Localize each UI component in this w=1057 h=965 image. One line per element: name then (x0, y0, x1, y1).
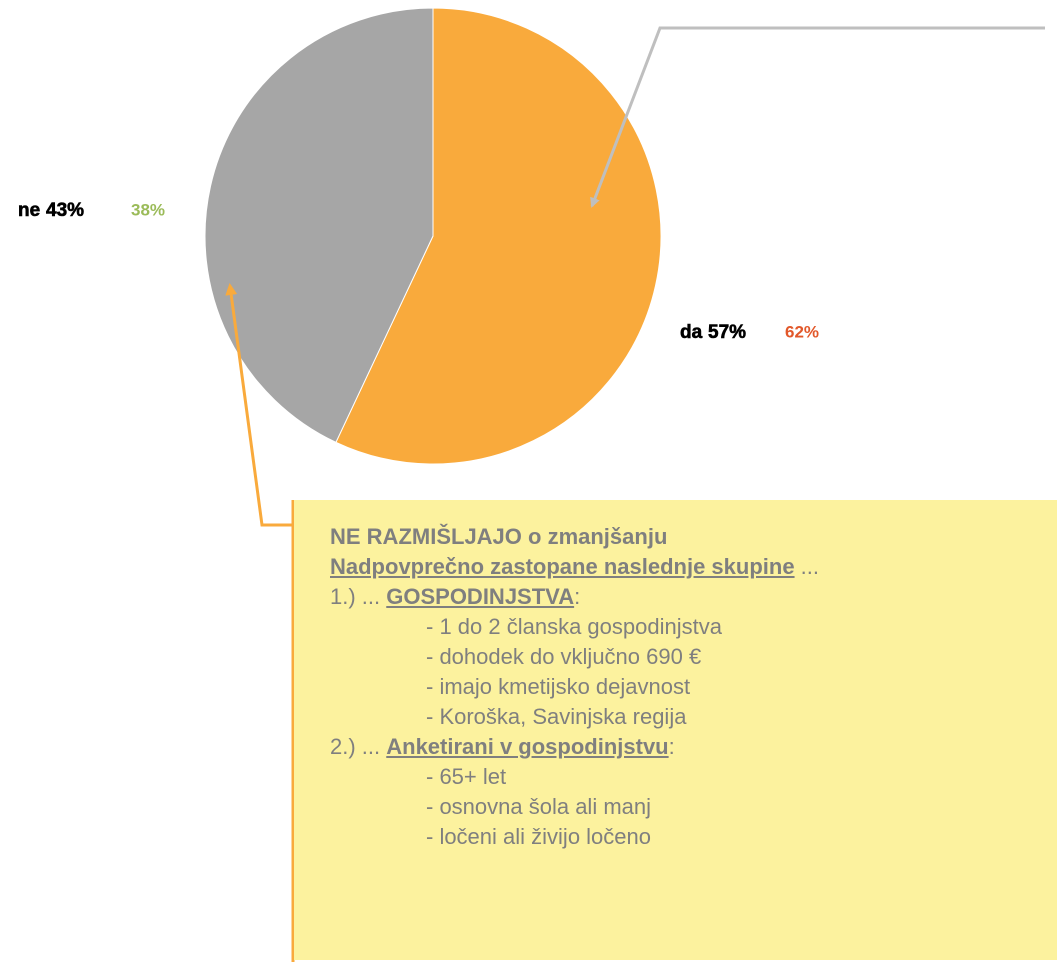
slice-value: 43% (46, 200, 84, 221)
group-item: - imajo kmetijsko dejavnost (426, 674, 691, 699)
group-suffix: : (574, 584, 581, 609)
group-heading: 1.) ... GOSPODINJSTVA: (330, 582, 1057, 612)
callout-title: NE RAZMIŠLJAJO o zmanjšanju (330, 524, 668, 549)
group-heading: 2.) ... Anketirani v gospodinjstvu: (330, 732, 1057, 762)
callout-subtitle: ... (794, 554, 820, 579)
compare-value: 62% (785, 322, 819, 341)
callout-arrow (225, 283, 293, 527)
group-prefix: 1.) ... (330, 584, 387, 609)
slice-category: ne (18, 200, 40, 221)
callout-groups: 1.) ... GOSPODINJSTVA: - 1 do 2 članska g… (330, 582, 1057, 852)
compare-value: 38% (131, 200, 165, 219)
callout-subtitle: Nadpovprečno zastopane naslednje skupine (330, 554, 795, 579)
group-item: - Koroška, Savinjska regija (426, 704, 687, 729)
group-prefix: 2.) ... (330, 734, 387, 759)
group-item: - osnovna šola ali manj (426, 794, 652, 819)
callout-arrow (590, 26, 1045, 208)
group-suffix: : (668, 734, 675, 759)
group-item: - 65+ let (426, 764, 507, 789)
group-item: - 1 do 2 članska gospodinjstva (426, 614, 722, 639)
group-name: Anketirani v gospodinjstvu (386, 734, 669, 759)
group-item: - dohodek do vključno 690 € (426, 644, 702, 669)
group-name: GOSPODINJSTVA (386, 584, 575, 609)
slice-category: da (680, 322, 703, 343)
slice-value: 57% (708, 322, 746, 343)
pie-slice (335, 7, 662, 465)
pie (204, 7, 662, 465)
callout-box: NE RAZMIŠLJAJO o zmanjšanju Nadpovprečno… (294, 500, 1057, 960)
pie-slice (204, 7, 434, 443)
group-item: - ločeni ali živijo ločeno (426, 824, 651, 849)
